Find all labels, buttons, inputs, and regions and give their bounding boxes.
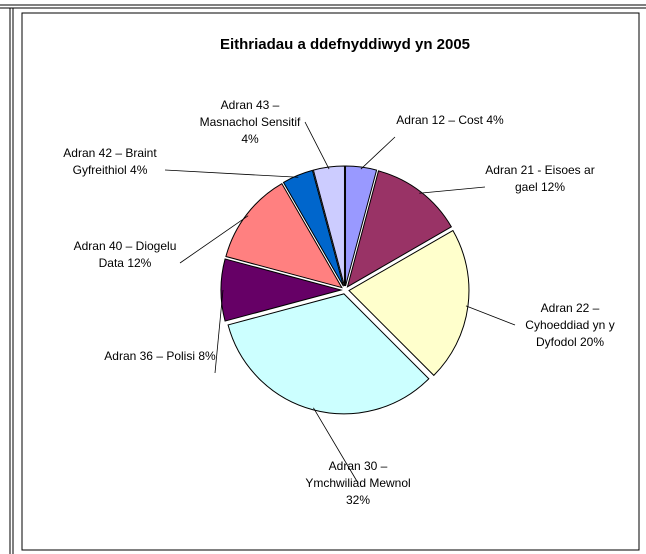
slice-label: Adran 30 – Ymchwiliad Mewnol 32%	[298, 458, 418, 509]
value-label: 8%	[198, 349, 216, 363]
pie-slice	[345, 165, 378, 287]
slice-label: Adran 21 - Eisoes ar gael 12%	[480, 162, 600, 196]
pie-slice	[346, 170, 453, 288]
leader-line	[179, 215, 249, 264]
category-label: Adran 12 – Cost	[396, 113, 484, 127]
value-label: 12%	[541, 180, 566, 194]
value-label: 32%	[345, 493, 371, 507]
leader-line	[164, 169, 299, 178]
pie-slice	[220, 258, 343, 322]
pie-slice	[312, 165, 345, 287]
category-label: Adran 43 – Masnachol Sensitif	[199, 98, 301, 129]
leader-line	[304, 121, 330, 170]
leader-line	[313, 407, 359, 484]
slice-label: Adran 36 – Polisi 8%	[100, 348, 220, 365]
slice-label: Adran 22 – Cyhoeddiad yn y Dyfodol 20%	[510, 300, 630, 351]
category-label: Adran 36 – Polisi	[104, 349, 196, 363]
pie-slice	[225, 182, 343, 289]
value-label: 20%	[580, 335, 605, 349]
value-label: 4%	[130, 163, 148, 177]
category-label: Adran 21 - Eisoes ar gael	[485, 163, 595, 194]
pie-slice	[282, 169, 344, 287]
leader-line	[419, 186, 486, 194]
category-label: Adran 42 – Braint Gyfreithiol	[63, 146, 157, 177]
pie-slice	[227, 293, 430, 415]
category-label: Adran 30 – Ymchwiliad Mewnol	[305, 459, 411, 490]
value-label: 12%	[127, 256, 152, 270]
value-label: 4%	[241, 132, 259, 146]
leader-line	[214, 289, 224, 374]
category-label: Adran 22 – Cyhoeddiad yn y Dyfodol	[525, 301, 615, 349]
slice-label: Adran 12 – Cost 4%	[390, 112, 510, 129]
slice-label: Adran 42 – Braint Gyfreithiol 4%	[50, 145, 170, 179]
pie-slice	[348, 229, 470, 377]
chart-border	[21, 12, 640, 551]
value-label: 4%	[486, 113, 504, 127]
slice-label: Adran 40 – Diogelu Data 12%	[65, 238, 185, 272]
leader-line	[465, 305, 516, 326]
chart-title: Eithriadau a ddefnyddiwyd yn 2005	[220, 36, 470, 53]
category-label: Adran 40 – Diogelu Data	[73, 239, 177, 270]
leader-line	[360, 136, 396, 170]
slice-label: Adran 43 – Masnachol Sensitif 4%	[190, 97, 310, 148]
